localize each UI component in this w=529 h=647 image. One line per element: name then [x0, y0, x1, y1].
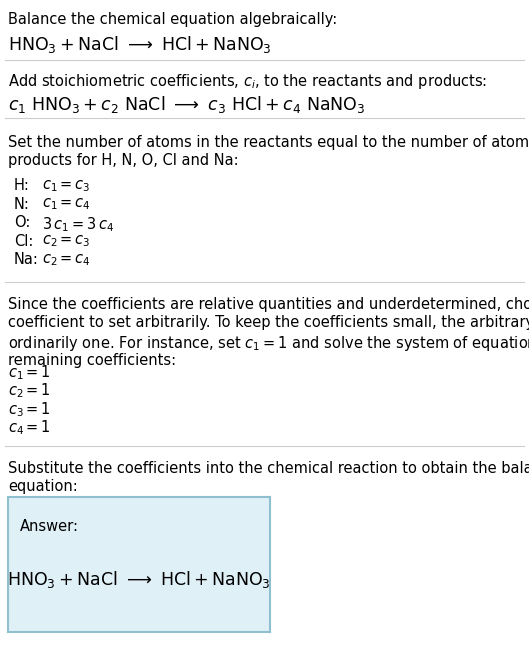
Text: Cl:: Cl: [14, 234, 33, 248]
Text: Since the coefficients are relative quantities and underdetermined, choose a: Since the coefficients are relative quan… [8, 297, 529, 312]
Text: $c_4 = 1$: $c_4 = 1$ [8, 419, 51, 437]
Text: ordinarily one. For instance, set $c_1 = 1$ and solve the system of equations fo: ordinarily one. For instance, set $c_1 =… [8, 334, 529, 353]
Text: coefficient to set arbitrarily. To keep the coefficients small, the arbitrary va: coefficient to set arbitrarily. To keep … [8, 316, 529, 331]
Text: Set the number of atoms in the reactants equal to the number of atoms in the: Set the number of atoms in the reactants… [8, 135, 529, 150]
Text: $c_1 = c_3$: $c_1 = c_3$ [42, 178, 90, 193]
Text: remaining coefficients:: remaining coefficients: [8, 353, 176, 367]
Text: products for H, N, O, Cl and Na:: products for H, N, O, Cl and Na: [8, 153, 239, 168]
Text: $c_3 = 1$: $c_3 = 1$ [8, 400, 51, 419]
Text: Substitute the coefficients into the chemical reaction to obtain the balanced: Substitute the coefficients into the che… [8, 461, 529, 476]
Text: $c_1 = c_4$: $c_1 = c_4$ [42, 197, 91, 212]
Text: Answer:: Answer: [20, 519, 79, 534]
Text: $c_1 \ \mathrm{HNO_3} + c_2 \ \mathrm{NaCl} \ \longrightarrow \ c_3 \ \mathrm{HC: $c_1 \ \mathrm{HNO_3} + c_2 \ \mathrm{Na… [8, 94, 366, 115]
Text: N:: N: [14, 197, 30, 212]
Text: H:: H: [14, 178, 30, 193]
Text: $\mathrm{HNO_3 + NaCl \ \longrightarrow \ HCl + NaNO_3}$: $\mathrm{HNO_3 + NaCl \ \longrightarrow … [7, 569, 271, 590]
Text: $c_2 = c_3$: $c_2 = c_3$ [42, 234, 90, 249]
Text: $\mathrm{HNO_3 + NaCl \ \longrightarrow \ HCl + NaNO_3}$: $\mathrm{HNO_3 + NaCl \ \longrightarrow … [8, 34, 272, 55]
Text: Na:: Na: [14, 252, 39, 267]
Text: Add stoichiometric coefficients, $c_i$, to the reactants and products:: Add stoichiometric coefficients, $c_i$, … [8, 72, 487, 91]
Text: $c_1 = 1$: $c_1 = 1$ [8, 363, 51, 382]
Text: $c_2 = c_4$: $c_2 = c_4$ [42, 252, 91, 268]
Text: $c_2 = 1$: $c_2 = 1$ [8, 382, 51, 400]
Text: equation:: equation: [8, 479, 78, 494]
Text: Balance the chemical equation algebraically:: Balance the chemical equation algebraica… [8, 12, 338, 27]
Text: $3 \, c_1 = 3 \, c_4$: $3 \, c_1 = 3 \, c_4$ [42, 215, 114, 234]
Text: O:: O: [14, 215, 30, 230]
